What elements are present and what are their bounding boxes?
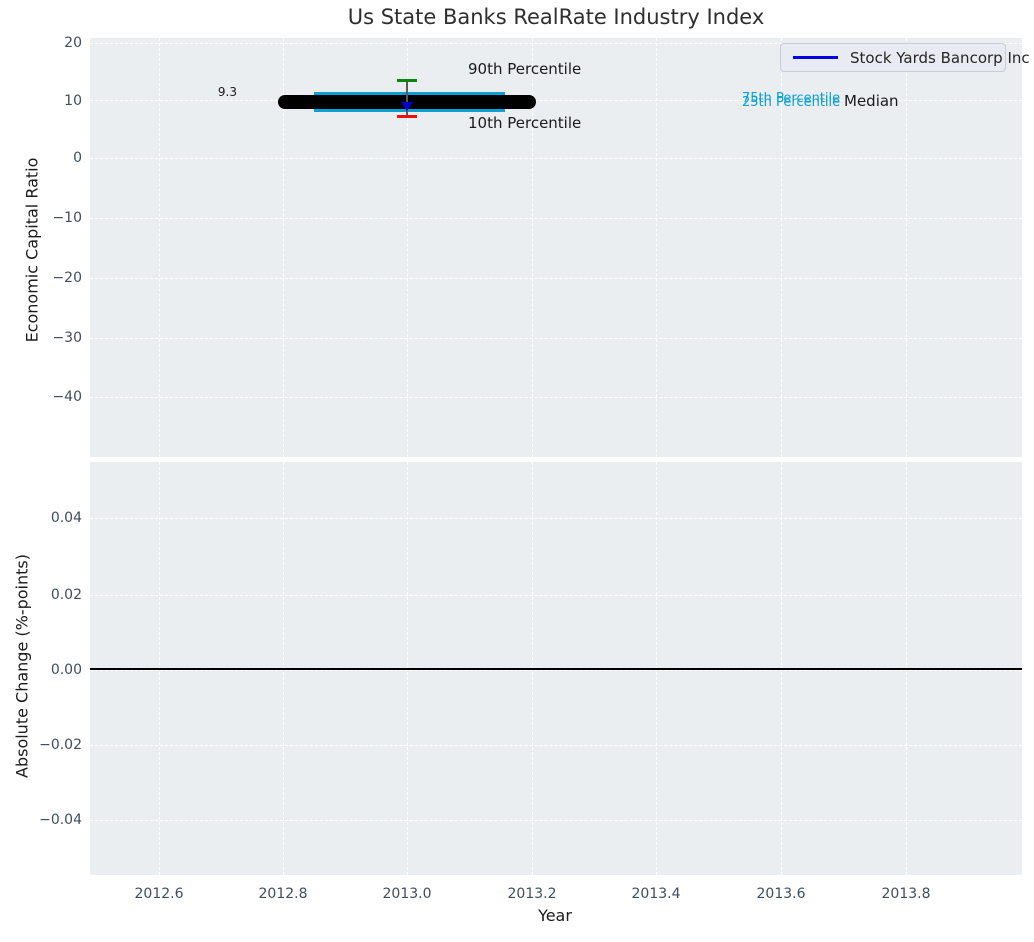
bottom-y-axis-label: Absolute Change (%-points) [13,554,32,778]
p10-annotation: 10th Percentile [468,114,581,132]
legend-box: Stock Yards Bancorp Inc [780,43,1006,72]
gridline-horizontal [90,278,1022,279]
x-tick-label: 2012.6 [124,884,194,904]
y-tick-label: 20 [28,33,82,53]
gridline-horizontal [90,338,1022,339]
p90-annotation: 90th Percentile [468,60,581,78]
top-y-axis-label: Economic Capital Ratio [23,158,42,343]
chart-title: Us State Banks RealRate Industry Index [90,5,1022,29]
y-tick-label: 10 [28,91,82,111]
y-tick-label: 0.00 [28,660,82,680]
x-axis-label: Year [505,906,605,925]
median-annotation: Median [844,92,899,110]
x-tick-label: 2013.0 [372,884,442,904]
gridline-horizontal [90,670,1022,671]
y-tick-label: −40 [28,387,82,407]
x-tick-label: 2013.2 [497,884,567,904]
top-plot-area: 9.3 90th Percentile 10th Percentile 75th… [90,38,1022,457]
gridline-horizontal [90,745,1022,746]
y-tick-label: −0.04 [28,810,82,830]
legend-label: Stock Yards Bancorp Inc [850,49,1030,67]
gridline-horizontal [90,218,1022,219]
company-marker-triangle [401,102,413,111]
figure-canvas: Us State Banks RealRate Industry Index 9… [0,0,1034,942]
percentile-whisker [406,80,408,117]
p25-annotation: 25th Percentile [742,95,840,110]
gridline-horizontal [90,518,1022,519]
gridline-horizontal [90,595,1022,596]
p90-cap [397,79,417,82]
y-tick-label: 0.04 [28,508,82,528]
zero-change-line [90,668,1022,670]
legend-line-sample [793,56,838,59]
x-tick-label: 2012.8 [248,884,318,904]
gridline-horizontal [90,820,1022,821]
x-tick-label: 2013.4 [621,884,691,904]
x-tick-label: 2013.8 [871,884,941,904]
gridline-horizontal [90,158,1022,159]
bottom-plot-area [90,462,1022,875]
median-value-annotation: 9.3 [207,85,237,99]
x-tick-label: 2013.6 [746,884,816,904]
gridline-horizontal [90,397,1022,398]
y-tick-label: −0.02 [28,735,82,755]
p10-cap [397,115,417,118]
y-tick-label: 0.02 [28,585,82,605]
